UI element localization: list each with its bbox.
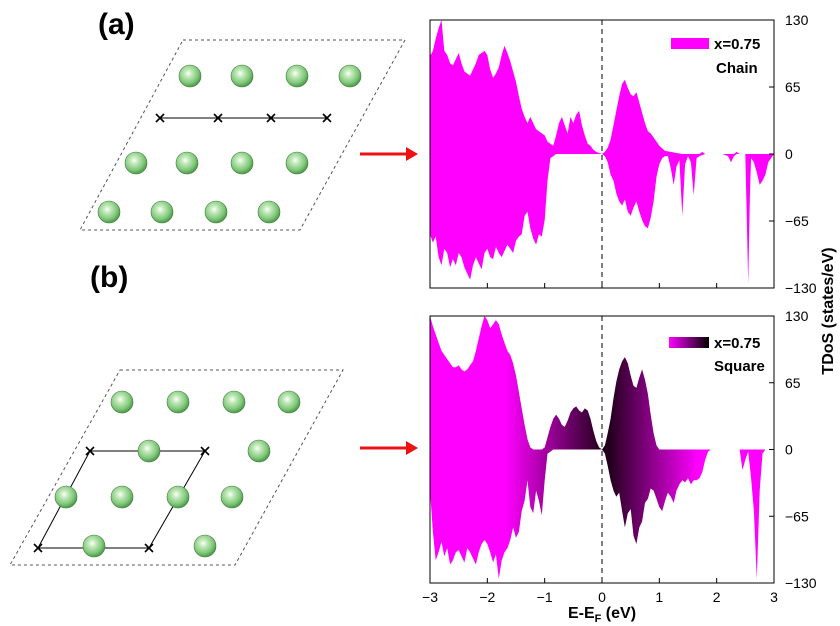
dos-area-spin-down bbox=[430, 449, 774, 579]
unit-cell-outline-b bbox=[9, 369, 344, 566]
x-tick-label: 2 bbox=[713, 589, 721, 605]
atom-sphere bbox=[204, 200, 228, 224]
atom-sphere bbox=[277, 390, 301, 414]
x-tick-label: 1 bbox=[655, 589, 663, 605]
y-tick-label: −130 bbox=[785, 575, 817, 591]
atom-sphere bbox=[338, 64, 362, 88]
dos-area-spin-up bbox=[430, 316, 774, 450]
panel-label-a: (a) bbox=[98, 8, 135, 41]
atom-sphere bbox=[54, 485, 78, 509]
x-axis-title-subscript: F bbox=[595, 613, 602, 625]
vacancy-marker bbox=[213, 113, 223, 123]
x-tick-label: 3 bbox=[770, 589, 778, 605]
atoms-square bbox=[33, 390, 301, 558]
atom-sphere bbox=[166, 390, 190, 414]
atom-sphere bbox=[285, 151, 309, 175]
atom-sphere bbox=[230, 64, 254, 88]
atom-sphere bbox=[220, 485, 244, 509]
x-tick-label: −2 bbox=[479, 589, 495, 605]
atom-sphere bbox=[137, 439, 161, 463]
y-tick-label: 65 bbox=[785, 79, 801, 95]
dos-fills-chain bbox=[430, 20, 774, 284]
lattice-chain bbox=[79, 39, 406, 231]
atom-sphere bbox=[110, 390, 134, 414]
atom-sphere bbox=[110, 485, 134, 509]
vacancy-marker bbox=[85, 446, 95, 456]
arrow-b bbox=[360, 441, 418, 455]
y-tick-label: 130 bbox=[785, 308, 809, 324]
legend-label-square-name: Square bbox=[714, 358, 765, 375]
atom-sphere bbox=[82, 534, 106, 558]
x-tick-label: −3 bbox=[422, 589, 438, 605]
atom-sphere bbox=[150, 200, 174, 224]
y-tick-label: 130 bbox=[785, 12, 809, 28]
legend-chain: x=0.75 Chain bbox=[671, 36, 760, 77]
panel-label-b: (b) bbox=[90, 261, 128, 294]
legend-label-square-x: x=0.75 bbox=[714, 335, 760, 352]
legend-swatch-chain bbox=[671, 38, 709, 49]
dos-area-spin-up bbox=[430, 20, 774, 154]
legend-square: x=0.75 Square bbox=[669, 335, 765, 375]
atoms-chain bbox=[97, 64, 362, 224]
y-tick-label: 0 bbox=[785, 146, 793, 162]
ticks-b: −130 −65 0 65 130 −3 −2 −1 0 1 2 3 bbox=[422, 308, 817, 605]
atom-sphere bbox=[166, 485, 190, 509]
y-tick-label: 0 bbox=[785, 442, 793, 458]
x-axis-title: E-EF (eV) bbox=[568, 605, 636, 625]
vacancy-marker bbox=[266, 113, 276, 123]
vacancy-marker bbox=[200, 446, 210, 456]
x-axis-title-unit: (eV) bbox=[601, 605, 636, 622]
vacancy-marker bbox=[155, 113, 165, 123]
atom-sphere bbox=[222, 390, 246, 414]
dos-plot-chain: −130 −65 0 65 130 x=0.75 Chain bbox=[429, 12, 817, 296]
dos-fills-square bbox=[430, 316, 774, 579]
atom-sphere bbox=[193, 534, 217, 558]
y-tick-label: −65 bbox=[785, 213, 809, 229]
atom-sphere bbox=[175, 151, 199, 175]
atom-sphere bbox=[285, 64, 309, 88]
atom-sphere bbox=[124, 151, 148, 175]
legend-label-chain-name: Chain bbox=[716, 60, 758, 77]
atom-sphere bbox=[257, 200, 281, 224]
vacancy-marker bbox=[33, 543, 43, 553]
atom-sphere bbox=[178, 64, 202, 88]
x-axis-title-main: E-E bbox=[568, 605, 595, 622]
x-tick-label: 0 bbox=[598, 589, 606, 605]
lattice-square bbox=[9, 369, 344, 566]
arrow-a bbox=[360, 147, 418, 161]
atom-sphere bbox=[247, 439, 271, 463]
atom-sphere bbox=[97, 200, 121, 224]
x-tick-label: −1 bbox=[537, 589, 553, 605]
dos-area-spin-down bbox=[430, 154, 774, 284]
atom-sphere bbox=[230, 151, 254, 175]
vacancy-marker bbox=[144, 543, 154, 553]
y-tick-label: −65 bbox=[785, 508, 809, 524]
vacancy-marker bbox=[322, 113, 332, 123]
y-tick-label: 65 bbox=[785, 375, 801, 391]
legend-label-chain-x: x=0.75 bbox=[714, 36, 760, 53]
unit-cell-outline-a bbox=[79, 39, 406, 231]
y-axis-title: TDoS (states/eV) bbox=[820, 247, 837, 374]
legend-swatch-square bbox=[669, 337, 709, 348]
y-tick-label: −130 bbox=[785, 280, 817, 296]
dos-plot-square: −130 −65 0 65 130 −3 −2 −1 0 1 2 3 x=0.75 Square bbox=[422, 308, 817, 605]
ticks-a: −130 −65 0 65 130 bbox=[429, 12, 817, 296]
